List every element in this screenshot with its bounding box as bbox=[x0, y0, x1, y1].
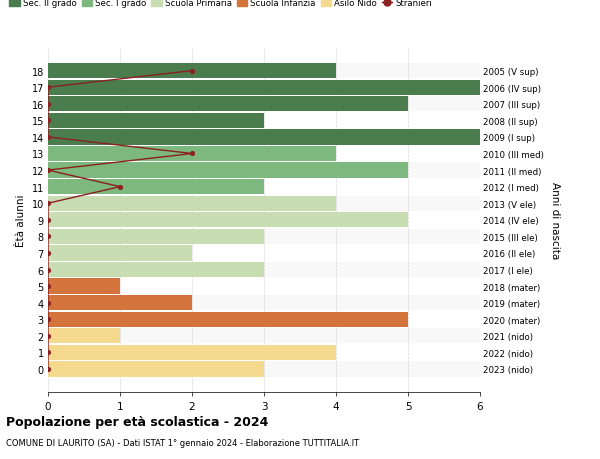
Bar bbox=[48, 163, 480, 178]
Bar bbox=[48, 97, 408, 112]
Point bbox=[43, 332, 53, 340]
Bar bbox=[48, 296, 480, 311]
Text: Popolazione per età scolastica - 2024: Popolazione per età scolastica - 2024 bbox=[6, 415, 268, 428]
Bar bbox=[48, 263, 264, 278]
Point bbox=[43, 349, 53, 356]
Point bbox=[43, 250, 53, 257]
Bar bbox=[48, 196, 336, 212]
Bar bbox=[48, 312, 408, 327]
Bar bbox=[48, 163, 408, 178]
Bar bbox=[48, 213, 408, 228]
Point bbox=[43, 217, 53, 224]
Point bbox=[43, 299, 53, 307]
Point bbox=[43, 167, 53, 174]
Bar bbox=[48, 229, 264, 245]
Point bbox=[43, 266, 53, 274]
Bar bbox=[48, 130, 480, 145]
Bar bbox=[48, 229, 480, 245]
Bar bbox=[48, 246, 192, 261]
Bar bbox=[48, 130, 480, 145]
Point bbox=[43, 365, 53, 373]
Bar bbox=[48, 345, 336, 360]
Point bbox=[43, 134, 53, 141]
Bar bbox=[48, 329, 120, 344]
Point bbox=[43, 200, 53, 207]
Bar bbox=[48, 279, 120, 294]
Point bbox=[43, 316, 53, 323]
Bar bbox=[48, 64, 336, 79]
Point bbox=[43, 118, 53, 125]
Bar bbox=[48, 329, 480, 344]
Text: COMUNE DI LAURITO (SA) - Dati ISTAT 1° gennaio 2024 - Elaborazione TUTTITALIA.IT: COMUNE DI LAURITO (SA) - Dati ISTAT 1° g… bbox=[6, 438, 359, 448]
Bar bbox=[48, 263, 480, 278]
Bar bbox=[48, 179, 264, 195]
Bar bbox=[48, 362, 264, 377]
Bar bbox=[48, 146, 336, 162]
Point bbox=[187, 151, 197, 158]
Bar bbox=[48, 80, 480, 95]
Bar bbox=[48, 64, 480, 79]
Y-axis label: Ètà alunni: Ètà alunni bbox=[16, 194, 26, 246]
Bar bbox=[48, 296, 192, 311]
Bar bbox=[48, 196, 480, 212]
Point bbox=[43, 84, 53, 92]
Point bbox=[115, 184, 125, 191]
Bar bbox=[48, 362, 480, 377]
Point bbox=[43, 101, 53, 108]
Point bbox=[187, 68, 197, 75]
Bar bbox=[48, 97, 480, 112]
Point bbox=[43, 233, 53, 241]
Bar bbox=[48, 113, 264, 129]
Legend: Sec. II grado, Sec. I grado, Scuola Primaria, Scuola Infanzia, Asilo Nido, Stran: Sec. II grado, Sec. I grado, Scuola Prim… bbox=[10, 0, 432, 8]
Y-axis label: Anni di nascita: Anni di nascita bbox=[550, 182, 560, 259]
Point bbox=[43, 283, 53, 290]
